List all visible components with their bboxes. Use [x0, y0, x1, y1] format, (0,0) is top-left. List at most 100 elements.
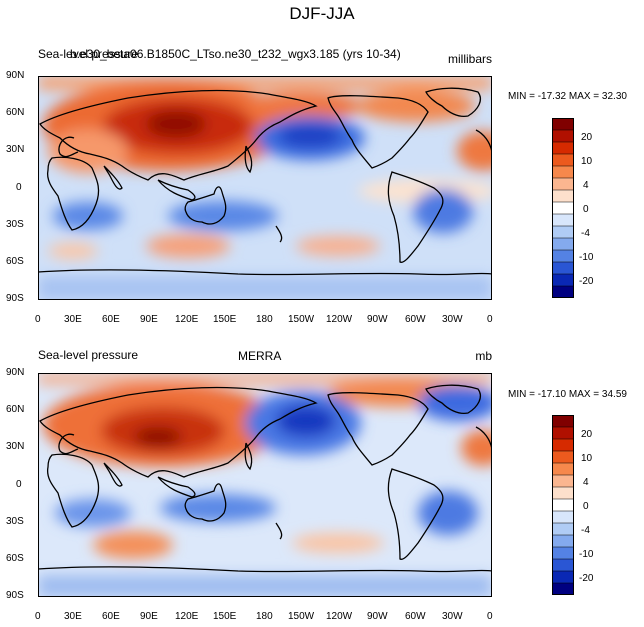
- panel2-colorbar-frame: [552, 415, 574, 595]
- panel1-colorbar-label: -20: [579, 276, 594, 287]
- panel1-map-frame: [38, 76, 492, 300]
- panel1-colorbar-label: 4: [583, 180, 589, 191]
- panel1-colorbar-label: 10: [581, 156, 593, 167]
- panel2-center-label: MERRA: [238, 349, 282, 363]
- colorbar-swatch: [552, 450, 574, 464]
- colorbar-swatch: [552, 438, 574, 452]
- panel1-map: [38, 76, 492, 300]
- panel2-colorbar: [552, 415, 574, 595]
- panel2-lon-label: 90E: [140, 611, 158, 622]
- panel2-colorbar-label: 20: [581, 429, 593, 440]
- colorbar-swatch: [552, 213, 574, 227]
- colorbar-swatch: [552, 558, 574, 572]
- colorbar-swatch: [552, 486, 574, 500]
- figure-title: DJF-JJA: [289, 4, 355, 23]
- panel2-lon-label: 150W: [288, 611, 315, 622]
- panel1-lon-label: 120W: [326, 314, 353, 325]
- panel2-colorbar-label: -10: [579, 549, 594, 560]
- panel1-colorbar-label: -10: [579, 252, 594, 263]
- panel2-lon-label: 30E: [64, 611, 82, 622]
- panel2-lat-label: 30S: [6, 516, 24, 527]
- colorbar-swatch: [552, 462, 574, 476]
- panel1-lon-label: 150E: [213, 314, 237, 325]
- panel2-lon-label: 120W: [326, 611, 353, 622]
- colorbar-swatch: [552, 237, 574, 251]
- panel1-lat-label: 60N: [6, 107, 25, 118]
- panel1-colorbar-label: -4: [581, 228, 590, 239]
- panel1-colorbar-label: 20: [581, 132, 593, 143]
- panel2-units-label: mb: [475, 349, 492, 363]
- panel1-lon-label: 150W: [288, 314, 315, 325]
- panel2-left-label: Sea-level pressure: [38, 348, 139, 362]
- colorbar-swatch: [552, 285, 574, 298]
- panel1-lon-label: 30W: [442, 314, 463, 325]
- colorbar-swatch: [552, 118, 574, 131]
- colorbar-swatch: [552, 510, 574, 524]
- panel1-colorbar-frame: [552, 118, 574, 298]
- panel2-lat-label: 60N: [6, 404, 25, 415]
- panel2-lon-label: 180: [256, 611, 273, 622]
- panel1-coastlines: [38, 87, 492, 276]
- panel1-lon-label: 180: [256, 314, 273, 325]
- panel2-stats: MIN = -17.10 MAX = 34.59: [508, 389, 627, 400]
- colorbar-swatch: [552, 153, 574, 167]
- panel2-colorbar-label: -20: [579, 573, 594, 584]
- panel2-lon-label: 60W: [405, 611, 426, 622]
- panel1-lon-label: 90E: [140, 314, 158, 325]
- panel1-colorbar-label: 0: [583, 204, 589, 215]
- panel1-colorbar: [552, 118, 574, 298]
- colorbar-swatch: [552, 201, 574, 215]
- panel1-left-label: Sea-level pressure: [38, 47, 139, 61]
- panel2-lon-label: 0: [487, 611, 493, 622]
- colorbar-swatch: [552, 129, 574, 143]
- colorbar-swatch: [552, 534, 574, 548]
- colorbar-swatch: [552, 546, 574, 560]
- colorbar-swatch: [552, 273, 574, 287]
- panel2-lat-label: 30N: [6, 441, 25, 452]
- colorbar-swatch: [552, 177, 574, 191]
- colorbar-swatch: [552, 261, 574, 275]
- colorbar-swatch: [552, 426, 574, 440]
- panel2-lon-label: 60E: [102, 611, 120, 622]
- colorbar-swatch: [552, 415, 574, 428]
- panel2-colorbar-label: 4: [583, 477, 589, 488]
- colorbar-swatch: [552, 570, 574, 584]
- panel2-lat-label: 0: [16, 479, 22, 490]
- panel2-lon-label: 120E: [175, 611, 199, 622]
- panel2-lon-label: 90W: [367, 611, 388, 622]
- panel1-lon-label: 0: [35, 314, 41, 325]
- panel2-colorbar-label: 0: [583, 501, 589, 512]
- panel2-lat-label: 90N: [6, 367, 25, 378]
- colorbar-swatch: [552, 141, 574, 155]
- colorbar-swatch: [552, 189, 574, 203]
- panel1-lat-label: 0: [16, 182, 22, 193]
- panel1-lon-label: 90W: [367, 314, 388, 325]
- panel1-center-label: b.e30_beta06.B1850C_LTso.ne30_t232_wgx3.…: [70, 47, 401, 61]
- panel1-lon-label: 30E: [64, 314, 82, 325]
- panel2-lat-label: 90S: [6, 590, 24, 601]
- panel1-field: [38, 76, 492, 300]
- panel2-colorbar-label: -4: [581, 525, 590, 536]
- panel1-lat-label: 90N: [6, 70, 25, 81]
- panel2-lon-label: 0: [35, 611, 41, 622]
- panel1-lon-label: 120E: [175, 314, 199, 325]
- panel1-colorbar-swatches: [552, 118, 574, 298]
- panel1-lon-label: 0: [487, 314, 493, 325]
- panel1-lat-label: 30S: [6, 219, 24, 230]
- panel2-colorbar-swatches: [552, 415, 574, 595]
- colorbar-swatch: [552, 474, 574, 488]
- panel1-lat-label: 90S: [6, 293, 24, 304]
- panel2-lat-label: 60S: [6, 553, 24, 564]
- panel1-units-label: millibars: [447, 52, 492, 66]
- panel2-colorbar-label: 10: [581, 453, 593, 464]
- panel1-stats: MIN = -17.32 MAX = 32.30: [508, 91, 627, 102]
- colorbar-swatch: [552, 498, 574, 512]
- panel1-lat-label: 60S: [6, 256, 24, 267]
- panel1-lon-label: 60E: [102, 314, 120, 325]
- colorbar-swatch: [552, 249, 574, 263]
- panel1-lon-label: 60W: [405, 314, 426, 325]
- panel2-map-frame: [38, 373, 492, 597]
- panel2-lon-label: 150E: [213, 611, 237, 622]
- panel2-field: [38, 373, 492, 597]
